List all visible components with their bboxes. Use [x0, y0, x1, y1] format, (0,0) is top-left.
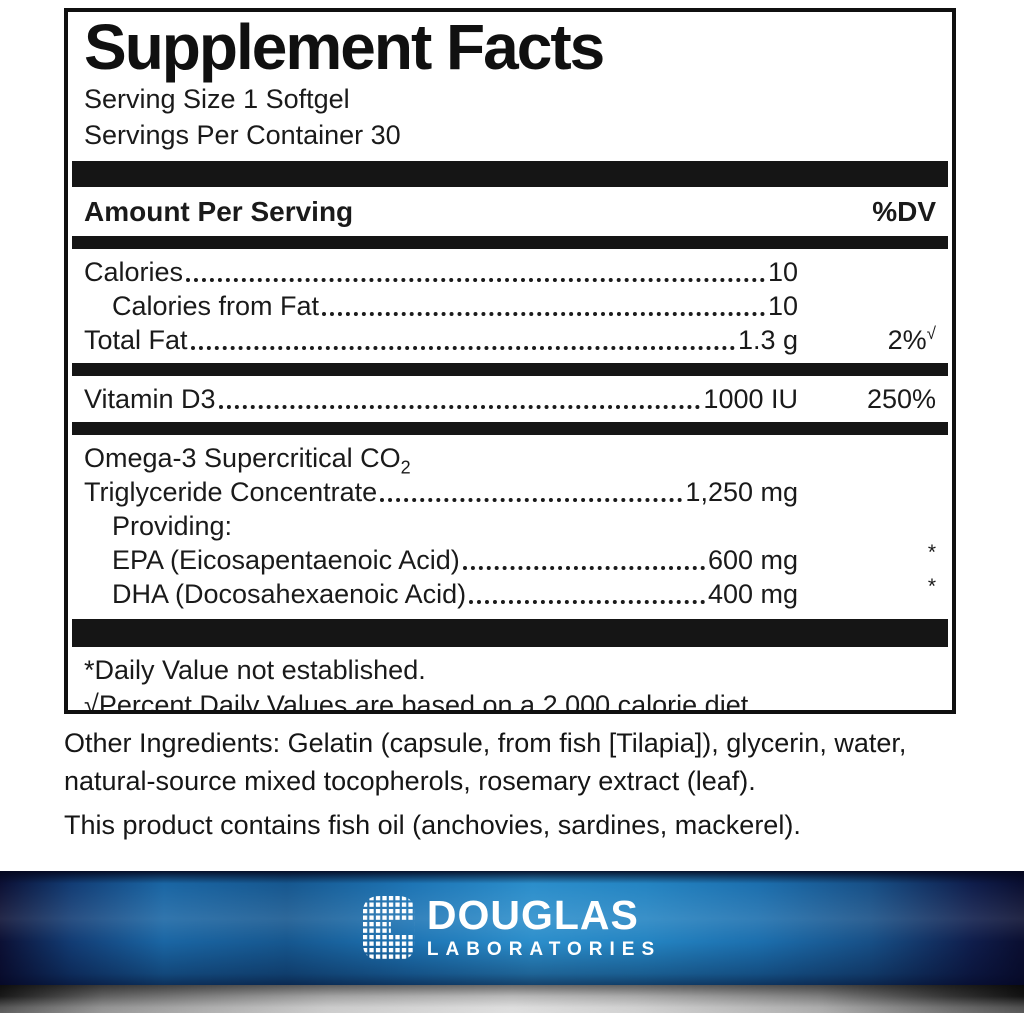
row-label: Vitamin D3 — [84, 384, 216, 414]
row-amount: 1000 IU — [703, 384, 798, 414]
row-total-fat: Total Fat 1.3 g 2%√ — [84, 323, 936, 357]
footnote-daily-value: *Daily Value not established. — [84, 655, 426, 685]
servings-per-container: Servings Per Container 30 — [84, 120, 401, 150]
brand-band: DOUGLAS LABORATORIES — [0, 871, 1024, 985]
row-dv: 2%√ — [798, 323, 936, 357]
silver-strip — [0, 985, 1024, 1013]
row-label: Triglyceride Concentrate — [84, 477, 378, 507]
dv-check-mark: √ — [926, 324, 936, 343]
dot-leader — [322, 312, 765, 316]
row-calories: Calories 10 — [84, 255, 936, 289]
dot-leader — [380, 498, 683, 502]
logo-text: DOUGLAS LABORATORIES — [427, 894, 661, 962]
column-header-row: Amount Per Serving %DV — [84, 194, 936, 230]
other-ingredients-paragraph: Other Ingredients: Gelatin (capsule, fro… — [64, 728, 907, 796]
footnotes: *Daily Value not established. √Percent D… — [84, 653, 936, 714]
contains-paragraph: This product contains fish oil (anchovie… — [64, 810, 801, 840]
row-vitamin-d3: Vitamin D3 1000 IU 250% — [84, 382, 936, 416]
row-label: Total Fat — [84, 325, 188, 355]
row-dv: * — [798, 575, 936, 611]
divider-thick-bottom — [72, 619, 948, 647]
footnote-percent-dv: √Percent Daily Values are based on a 2,0… — [84, 690, 756, 714]
row-amount: 600 mg — [707, 545, 798, 575]
row-dv: * — [798, 541, 936, 577]
divider-mid-1 — [72, 236, 948, 249]
row-label: Calories from Fat — [112, 291, 320, 321]
divider-mid-3 — [72, 422, 948, 435]
divider-thick-top — [72, 161, 948, 187]
nutrient-rows-group-3: Omega-3 Supercritical CO2 Triglyceride C… — [84, 441, 936, 611]
co2-subscript: 2 — [400, 457, 411, 478]
divider-mid-2 — [72, 363, 948, 376]
supplement-facts-panel: Supplement Facts Serving Size 1 Softgel … — [64, 8, 956, 714]
row-amount: 10 — [767, 291, 798, 321]
dot-leader — [462, 566, 705, 570]
row-label: DHA (Docosahexaenoic Acid) — [112, 579, 467, 609]
panel-title: Supplement Facts — [84, 11, 605, 83]
row-amount: 400 mg — [707, 579, 798, 609]
omega3-text: Omega-3 Supercritical CO — [84, 443, 401, 473]
row-amount: 1.3 g — [737, 325, 798, 355]
row-calories-from-fat: Calories from Fat 10 — [84, 289, 936, 323]
dv-asterisk: * — [927, 541, 936, 564]
row-dha: DHA (Docosahexaenoic Acid) 400 mg * — [84, 575, 936, 611]
row-label: Providing: — [112, 511, 233, 541]
dv-value: 2% — [887, 325, 927, 355]
serving-size: Serving Size 1 Softgel — [84, 84, 350, 114]
row-amount: 10 — [767, 257, 798, 287]
dv-asterisk: * — [927, 575, 936, 598]
brand-subtitle: LABORATORIES — [426, 939, 662, 960]
douglas-logo: DOUGLAS LABORATORIES — [362, 894, 661, 962]
row-omega3-line1: Omega-3 Supercritical CO2 — [84, 441, 936, 478]
row-amount: 1,250 mg — [685, 477, 798, 507]
dot-leader — [190, 346, 735, 350]
nutrient-rows-group-2: Vitamin D3 1000 IU 250% — [84, 382, 936, 416]
dot-leader — [186, 278, 765, 282]
row-label: Omega-3 Supercritical CO2 — [84, 441, 411, 478]
brand-name: DOUGLAS — [426, 892, 639, 938]
nutrient-rows-group-1: Calories 10 Calories from Fat 10 Total F… — [84, 255, 936, 357]
row-providing: Providing: — [84, 509, 936, 543]
row-dv: 250% — [866, 384, 936, 414]
dv-header: %DV — [872, 196, 936, 227]
douglas-logo-mark-icon — [362, 896, 415, 960]
amount-per-serving-header: Amount Per Serving — [84, 196, 354, 227]
dot-leader — [218, 405, 701, 409]
row-epa: EPA (Eicosapentaenoic Acid) 600 mg * — [84, 541, 936, 577]
row-label: EPA (Eicosapentaenoic Acid) — [112, 545, 460, 575]
row-label: Calories — [84, 257, 184, 287]
row-triglyceride-concentrate: Triglyceride Concentrate 1,250 mg — [84, 475, 936, 509]
dot-leader — [469, 600, 705, 604]
